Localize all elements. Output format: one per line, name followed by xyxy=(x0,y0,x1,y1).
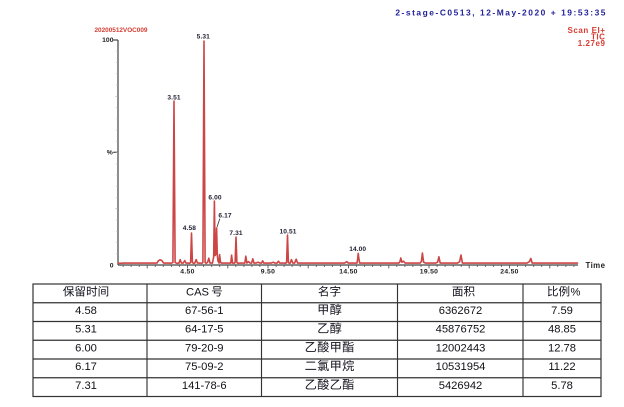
svg-text:24.50: 24.50 xyxy=(500,269,519,276)
svg-text:1.27e9: 1.27e9 xyxy=(578,39,606,48)
svg-text:10531954: 10531954 xyxy=(436,361,486,373)
svg-text:4.58: 4.58 xyxy=(75,305,97,317)
svg-text:7.59: 7.59 xyxy=(551,305,573,317)
svg-text:141-78-6: 141-78-6 xyxy=(182,380,227,392)
svg-text:10.51: 10.51 xyxy=(279,229,296,236)
svg-text:75-09-2: 75-09-2 xyxy=(185,361,224,373)
svg-text:4.50: 4.50 xyxy=(180,269,194,276)
svg-text:6.17: 6.17 xyxy=(218,212,231,219)
svg-text:7.31: 7.31 xyxy=(229,230,242,237)
svg-text:79-20-9: 79-20-9 xyxy=(185,342,224,354)
svg-text:4.58: 4.58 xyxy=(183,225,196,232)
svg-text:5.31: 5.31 xyxy=(197,34,210,41)
svg-text:20200512VOC009: 20200512VOC009 xyxy=(95,27,148,34)
svg-text:Time: Time xyxy=(586,261,606,270)
svg-text:12.78: 12.78 xyxy=(548,342,576,354)
svg-text:%: % xyxy=(107,150,113,157)
svg-text:3.51: 3.51 xyxy=(167,95,180,102)
svg-text:6.00: 6.00 xyxy=(75,342,97,354)
svg-text:14.50: 14.50 xyxy=(339,269,358,276)
svg-text:6362672: 6362672 xyxy=(439,305,483,317)
svg-text:19.50: 19.50 xyxy=(420,269,439,276)
svg-text:5.31: 5.31 xyxy=(75,324,97,336)
svg-text:CAS: CAS xyxy=(186,287,209,299)
svg-text:48.85: 48.85 xyxy=(548,324,576,336)
svg-text:67-56-1: 67-56-1 xyxy=(185,305,224,317)
svg-text:7.31: 7.31 xyxy=(75,380,97,392)
svg-text:45876752: 45876752 xyxy=(436,324,486,336)
svg-text:TIC: TIC xyxy=(591,32,606,41)
svg-text:12002443: 12002443 xyxy=(436,342,486,354)
svg-text:0: 0 xyxy=(110,262,114,269)
svg-text:2-stage-C0513, 12-May-2020 +: 2-stage-C0513, 12-May-2020 + 19:53:35 xyxy=(395,8,607,18)
svg-text:5426942: 5426942 xyxy=(439,380,483,392)
svg-text:%: % xyxy=(571,287,581,299)
svg-text:14.00: 14.00 xyxy=(349,246,366,253)
svg-text:64-17-5: 64-17-5 xyxy=(185,324,224,336)
svg-text:Scan EI+: Scan EI+ xyxy=(568,26,606,35)
svg-text:100: 100 xyxy=(102,37,114,44)
svg-text:9.50: 9.50 xyxy=(261,269,275,276)
svg-text:11.22: 11.22 xyxy=(548,361,575,373)
svg-text:6.17: 6.17 xyxy=(75,361,97,373)
svg-text:6.00: 6.00 xyxy=(208,195,221,202)
svg-text:5.78: 5.78 xyxy=(551,380,573,392)
